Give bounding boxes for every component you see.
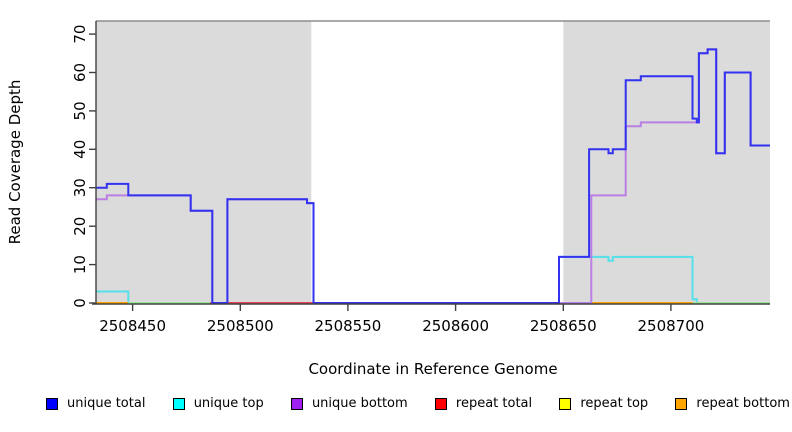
x-axis-title: Coordinate in Reference Genome [308, 360, 558, 378]
y-tick-label: 60 [71, 63, 89, 82]
legend-swatch-icon [559, 397, 572, 410]
x-tick-label: 2508600 [422, 317, 489, 335]
y-tick-label: 30 [71, 178, 89, 197]
x-tick-label: 2508700 [637, 317, 704, 335]
x-tick-label: 2508550 [314, 317, 381, 335]
legend-label: repeat top [580, 396, 649, 411]
y-tick-label: 50 [71, 101, 89, 120]
y-tick-label: 20 [71, 217, 89, 236]
legend-swatch-icon [46, 397, 58, 410]
shaded-region [96, 21, 312, 303]
legend: unique total unique top unique bottom repea… [46, 397, 790, 410]
series-line-unique-total [96, 48, 770, 304]
legend-entry-unique-top: unique top [172, 396, 264, 411]
x-tick-label: 2508650 [530, 317, 597, 335]
y-tick-label: 70 [71, 25, 89, 44]
legend-swatch-icon [434, 397, 447, 410]
legend-swatch-icon [172, 397, 185, 410]
legend-label: unique top [193, 396, 264, 411]
shaded-region [563, 21, 770, 303]
x-tick-label: 2508450 [99, 317, 166, 335]
legend-swatch-icon [675, 397, 688, 410]
legend-label: unique bottom [311, 396, 408, 411]
y-axis-title: Read Coverage Depth [6, 79, 24, 245]
legend-swatch-icon [290, 397, 303, 410]
y-tick-label: 40 [71, 140, 89, 159]
legend-entry-unique-total: unique total [46, 397, 145, 410]
legend-entry-repeat-top: repeat top [559, 397, 648, 410]
legend-entry-unique-bottom: unique bottom [290, 396, 408, 411]
legend-entry-repeat-bottom: repeat bottom [675, 397, 790, 410]
legend-label: repeat bottom [696, 396, 790, 411]
legend-label: unique total [67, 396, 146, 411]
x-tick-label: 2508500 [207, 317, 274, 335]
legend-entry-repeat-total: repeat total [434, 396, 533, 411]
legend-label: repeat total [455, 396, 533, 411]
y-tick-label: 10 [71, 255, 89, 274]
y-tick-label: 0 [71, 298, 89, 308]
